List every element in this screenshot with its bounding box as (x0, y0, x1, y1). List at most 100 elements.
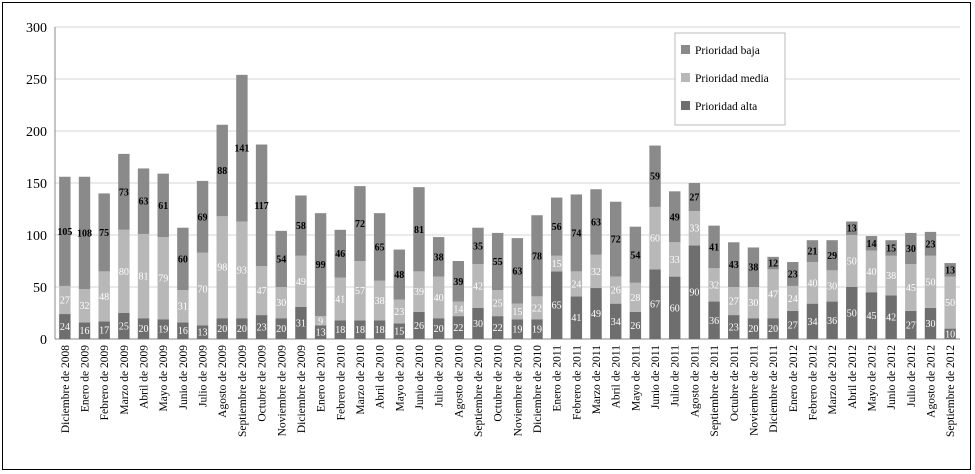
data-label-alta: 30 (473, 319, 483, 330)
data-label-baja: 12 (768, 259, 778, 270)
y-tick-label: 300 (26, 21, 47, 36)
data-label-media: 50 (925, 277, 935, 288)
y-tick-label: 150 (26, 177, 47, 192)
bar-segment-media (413, 271, 425, 312)
data-label-media: 30 (748, 298, 758, 309)
data-label-baja: 141 (234, 144, 249, 155)
data-label-media: 80 (119, 267, 129, 278)
data-label-media: 28 (630, 293, 640, 304)
x-tick-label: Abril de 2011 (611, 345, 623, 409)
bar-segment-alta (846, 287, 858, 339)
bar-segment-baja (432, 237, 445, 277)
y-tick-label: 200 (26, 125, 47, 140)
data-label-media: 39 (414, 287, 424, 298)
bar-segment-baja (570, 194, 583, 272)
bar-segment-alta (491, 316, 504, 339)
data-label-alta: 65 (552, 301, 562, 312)
data-label-baja: 74 (571, 228, 581, 239)
bar-segment-media (354, 261, 366, 321)
bar-segment-alta (177, 322, 189, 339)
legend-label: Prioridad alta (695, 101, 757, 113)
bar-segment-media (550, 255, 563, 272)
bar-segment-media (472, 264, 484, 308)
data-label-media: 93 (237, 265, 247, 276)
data-label-media: 33 (670, 255, 680, 266)
data-label-baja: 35 (473, 241, 483, 252)
x-tick-label: Agosto de 2011 (689, 345, 701, 418)
gridlines (55, 26, 960, 340)
data-label-baja: 13 (847, 224, 857, 235)
bar-segment-alta (885, 295, 897, 339)
data-label-alta: 16 (80, 326, 90, 337)
bar-segment-media (59, 285, 71, 315)
data-label-alta: 49 (591, 309, 601, 320)
y-tick-label: 250 (26, 73, 47, 88)
data-label-baja: 13 (945, 265, 955, 276)
x-tick-label: Septiembre de 2012 (945, 345, 957, 437)
data-label-alta: 10 (945, 329, 955, 340)
x-tick-label: Mayo de 2012 (866, 345, 878, 412)
bar-segment-media (334, 277, 346, 321)
data-label-media: 32 (80, 301, 90, 312)
bar-segment-baja (314, 213, 327, 317)
x-tick-label: Julio de 2011 (670, 345, 682, 407)
bar-segment-baja (393, 249, 405, 300)
bar-segment-alta (905, 310, 917, 339)
x-tick-label: Mayo de 2011 (630, 345, 642, 411)
bar-segment-alta (747, 318, 760, 339)
bar-segment-baja (177, 227, 189, 291)
data-label-baja: 23 (788, 270, 798, 281)
data-label-media: 98 (217, 263, 227, 274)
x-tick-label: Febrero de 2010 (335, 345, 347, 421)
data-label-baja: 54 (276, 254, 286, 265)
bar-segment-media (216, 216, 228, 319)
bar-segment-alta (649, 269, 661, 339)
data-label-alta: 19 (532, 325, 542, 336)
bar-segment-media (806, 262, 819, 304)
y-tick-label: 0 (40, 333, 47, 348)
x-tick-label: Enero de 2010 (316, 345, 328, 412)
x-tick-label: Agosto de 2012 (925, 345, 937, 418)
bar-segment-media (452, 301, 465, 317)
bar-segment-alta (275, 318, 287, 339)
data-label-alta: 18 (335, 325, 345, 336)
data-label-baja: 63 (591, 218, 601, 229)
bar-segment-baja (688, 183, 701, 212)
bar-segment-alta (944, 328, 956, 339)
x-tick-label: Octubre de 2009 (257, 345, 269, 422)
x-tick-label: Abril de 2012 (847, 345, 859, 409)
x-tick-label: Septiembre de 2009 (237, 345, 249, 437)
x-tick-label: Noviembre de 2009 (276, 345, 288, 437)
bar-segment-media (177, 290, 189, 323)
bar-segment-alta (767, 318, 779, 339)
data-label-baja: 15 (886, 244, 896, 255)
x-tick-label: Diciembre de 2010 (532, 345, 544, 433)
data-label-media: 32 (709, 280, 719, 291)
bar-segment-baja (669, 191, 681, 243)
bar-segment-media (787, 285, 799, 311)
data-label-alta: 26 (630, 321, 640, 332)
data-label-alta: 22 (453, 323, 463, 334)
data-label-media: 30 (276, 298, 286, 309)
bar-segment-media (314, 316, 327, 326)
data-label-baja: 27 (689, 193, 699, 204)
bar-segment-baja (865, 236, 878, 251)
data-label-baja: 59 (650, 172, 660, 183)
x-tick-label: Mayo de 2010 (394, 345, 406, 412)
bar-segment-media (826, 270, 838, 302)
x-tick-label: Octubre de 2010 (493, 345, 505, 422)
data-label-media: 50 (847, 257, 857, 268)
bar-segment-alta (334, 320, 346, 339)
data-label-baja: 117 (254, 201, 268, 212)
bar-segment-media (137, 233, 150, 319)
data-label-media: 9 (318, 316, 323, 327)
data-label-alta: 15 (394, 327, 404, 338)
bar-segment-alta (590, 288, 602, 339)
x-tick-label: Septiembre de 2010 (473, 345, 485, 437)
data-label-baja: 61 (158, 201, 168, 212)
data-label-media: 15 (512, 307, 522, 318)
data-label-alta: 26 (414, 321, 424, 332)
data-label-media: 32 (591, 267, 601, 278)
bar-segment-baja (806, 240, 819, 263)
